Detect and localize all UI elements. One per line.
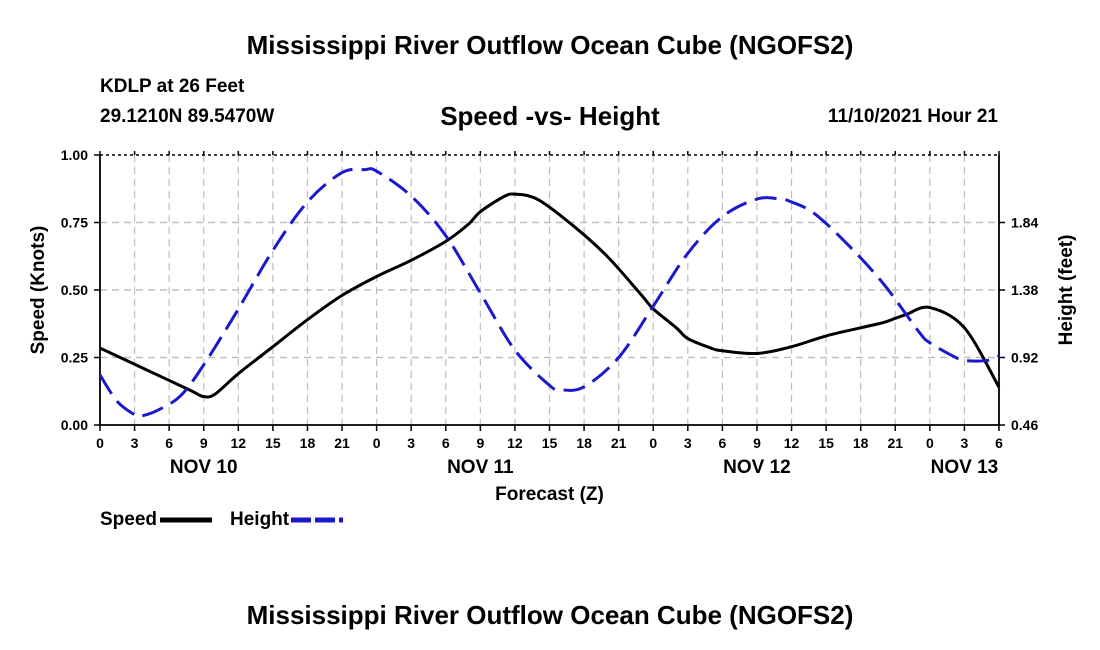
y-tick-label: 1.00 bbox=[61, 147, 88, 163]
y2-axis-title: Height (feet) bbox=[1056, 235, 1077, 346]
x-tick-label: 6 bbox=[442, 435, 450, 451]
x-tick-label: 21 bbox=[887, 435, 903, 451]
station-label: KDLP at 26 Feet bbox=[100, 76, 245, 97]
y2-tick-label: 1.38 bbox=[1011, 282, 1038, 298]
x-tick-label: 0 bbox=[373, 435, 381, 451]
x-tick-label: 18 bbox=[853, 435, 869, 451]
date-label: NOV 13 bbox=[931, 457, 999, 478]
x-tick-label: 15 bbox=[542, 435, 558, 451]
x-tick-label: 21 bbox=[611, 435, 627, 451]
x-tick-label: 0 bbox=[926, 435, 934, 451]
date-label: NOV 12 bbox=[723, 457, 791, 478]
date-label: NOV 10 bbox=[170, 457, 238, 478]
speed-series-line bbox=[99, 192, 1001, 399]
y-tick-label: 0.75 bbox=[61, 215, 88, 231]
x-tick-label: 9 bbox=[753, 435, 761, 451]
y2-tick-label: 0.92 bbox=[1011, 350, 1038, 366]
repeated-chart-title: Mississippi River Outflow Ocean Cube (NG… bbox=[246, 600, 854, 630]
x-tick-label: 18 bbox=[300, 435, 316, 451]
x-tick-label: 6 bbox=[995, 435, 1003, 451]
x-tick-label: 12 bbox=[784, 435, 800, 451]
x-tick-label: 18 bbox=[576, 435, 592, 451]
x-tick-label: 9 bbox=[200, 435, 208, 451]
x-tick-label: 3 bbox=[131, 435, 139, 451]
chart-title: Mississippi River Outflow Ocean Cube (NG… bbox=[246, 30, 854, 60]
series-lines bbox=[98, 167, 1001, 419]
y-tick-label: 0.25 bbox=[61, 350, 88, 366]
x-tick-label: 0 bbox=[96, 435, 104, 451]
axis-labels: 0 3 6 9 12 15 18 21 0 3 6 9 12 15 18 21 0 3 6 9 12 15 18 21 0 3 60… bbox=[28, 147, 1077, 505]
y-axis-title: Speed (Knots) bbox=[28, 226, 49, 355]
chart-subtitle: Speed -vs- Height bbox=[440, 101, 660, 131]
x-tick-label: 3 bbox=[961, 435, 969, 451]
axes bbox=[94, 151, 1005, 431]
station-coordinates: 29.1210N 89.5470W bbox=[100, 106, 275, 127]
y2-tick-label: 0.46 bbox=[1011, 417, 1038, 433]
x-tick-label: 12 bbox=[231, 435, 247, 451]
y-tick-label: 0.00 bbox=[61, 417, 88, 433]
x-tick-label: 6 bbox=[718, 435, 726, 451]
x-tick-label: 9 bbox=[476, 435, 484, 451]
date-label: NOV 11 bbox=[447, 457, 514, 478]
height-series-line bbox=[98, 167, 1000, 419]
legend-speed-label: Speed bbox=[100, 509, 157, 530]
legend: Speed Height bbox=[100, 509, 343, 530]
x-tick-label: 12 bbox=[507, 435, 523, 451]
x-tick-label: 15 bbox=[265, 435, 281, 451]
x-tick-label: 6 bbox=[165, 435, 173, 451]
y2-tick-label: 1.84 bbox=[1011, 215, 1038, 231]
forecast-timestamp: 11/10/2021 Hour 21 bbox=[827, 106, 998, 127]
x-tick-label: 21 bbox=[334, 435, 350, 451]
y-tick-label: 0.50 bbox=[61, 282, 88, 298]
legend-height-label: Height bbox=[230, 509, 290, 530]
x-axis-title: Forecast (Z) bbox=[495, 484, 604, 505]
x-tick-label: 0 bbox=[649, 435, 657, 451]
x-tick-label: 15 bbox=[818, 435, 834, 451]
x-tick-label: 3 bbox=[684, 435, 692, 451]
x-tick-label: 3 bbox=[407, 435, 415, 451]
